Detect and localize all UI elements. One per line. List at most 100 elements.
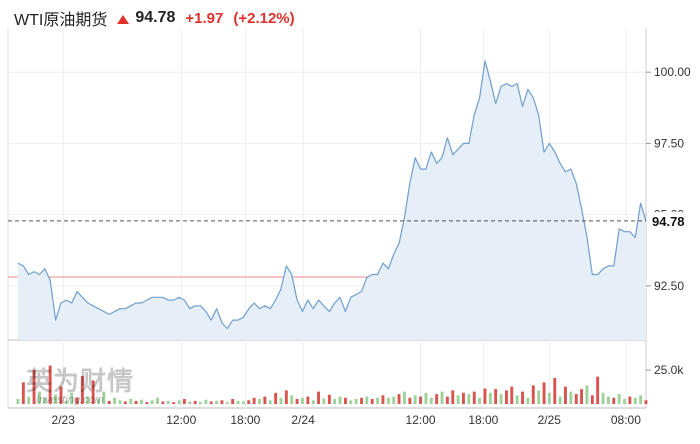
- volume-bar: [156, 397, 159, 404]
- volume-bar: [494, 389, 498, 404]
- price-line: [17, 60, 647, 330]
- up-arrow-icon: [117, 14, 130, 24]
- price-change-percent: (+2.12%): [233, 9, 295, 27]
- volume-bar: [381, 395, 385, 404]
- volume-bar: [166, 400, 170, 404]
- volume-bar: [472, 391, 476, 404]
- volume-bar: [199, 402, 202, 404]
- volume-bar: [21, 382, 25, 404]
- watermark-logo: 英为财情: [26, 366, 135, 396]
- volume-bar: [91, 380, 95, 404]
- volume-bar: [258, 399, 261, 404]
- volume-bar: [349, 400, 353, 404]
- volume-bar: [488, 392, 492, 404]
- volume-bar: [113, 397, 117, 404]
- volume-bar: [542, 382, 546, 404]
- volume-bar: [231, 399, 235, 404]
- volume-bar: [397, 394, 401, 404]
- volume-bar: [617, 394, 621, 404]
- volume-bar: [553, 378, 557, 404]
- volume-bar: [537, 390, 541, 404]
- volume-bar: [59, 386, 63, 404]
- volume-bar: [311, 400, 315, 404]
- volume-bar: [188, 401, 192, 404]
- volume-bar: [344, 397, 347, 404]
- volume-bar: [526, 397, 530, 404]
- volume-bar: [290, 395, 294, 404]
- volume-bar: [295, 399, 299, 404]
- volume-bar: [515, 395, 519, 404]
- volume-bar: [607, 396, 610, 404]
- volume-bar: [413, 395, 417, 404]
- volume-bar: [558, 396, 562, 404]
- volume-bar: [215, 400, 218, 404]
- volume-bar: [145, 402, 149, 404]
- x-tick-label: 2/23: [52, 413, 76, 427]
- volume-bar: [467, 394, 471, 404]
- volume-bar: [172, 402, 176, 404]
- watermark-sub: Investing.com: [36, 394, 104, 406]
- volume-bar: [301, 397, 304, 404]
- volume-bar: [204, 399, 208, 404]
- x-tick-label: 12:00: [166, 413, 196, 427]
- current-price-box: [647, 211, 691, 230]
- volume-bar: [236, 400, 240, 404]
- volume-bar: [327, 394, 331, 404]
- volume-bar: [633, 397, 637, 404]
- volume-bar: [445, 396, 449, 404]
- volume-bar: [483, 388, 487, 404]
- volume-bar: [263, 396, 267, 404]
- volume-bar: [392, 396, 396, 404]
- volume-bar: [107, 400, 111, 404]
- volume-bar: [424, 392, 428, 404]
- volume-bar: [129, 399, 133, 404]
- volume-bar: [43, 397, 47, 404]
- last-price: 94.78: [135, 9, 176, 26]
- volume-bar: [580, 389, 583, 404]
- volume-bar: [54, 394, 57, 404]
- volume-bar: [80, 376, 84, 404]
- volume-bar: [521, 391, 524, 404]
- x-tick-label: 2/24: [291, 413, 315, 427]
- volume-bar: [639, 395, 643, 404]
- x-tick-label: 12:00: [406, 413, 436, 427]
- y-tick-label: 92.50: [654, 279, 684, 293]
- instrument-name[interactable]: WTI原油期货: [14, 12, 108, 29]
- volume-bar: [86, 396, 90, 404]
- volume-bar: [16, 399, 20, 404]
- x-tick-label: 2/25: [538, 413, 562, 427]
- volume-bar: [596, 376, 600, 404]
- volume-bar: [102, 391, 106, 404]
- volume-bar: [75, 397, 79, 404]
- volume-bar: [365, 396, 369, 404]
- volume-bar: [317, 391, 320, 404]
- volume-bar: [161, 401, 165, 404]
- volume-bar: [505, 390, 508, 404]
- volume-bar: [547, 392, 551, 404]
- volume-tick-label: 25.0k: [654, 363, 684, 377]
- volume-bar: [456, 395, 460, 404]
- volume-bar: [268, 400, 272, 404]
- y-tick-label: 97.50: [654, 136, 684, 150]
- volume-bar: [38, 391, 41, 404]
- volume-bar: [274, 392, 278, 404]
- volume-bar: [386, 397, 390, 404]
- volume-bar: [440, 391, 444, 404]
- volume-bar: [644, 400, 648, 404]
- volume-bar: [177, 400, 181, 404]
- volume-bar: [140, 399, 143, 404]
- volume-bar: [64, 400, 68, 404]
- volume-bar: [585, 385, 589, 404]
- volume-bar: [333, 399, 337, 404]
- volume-bar: [220, 400, 224, 404]
- volume-bar: [247, 400, 251, 404]
- volume-bar: [209, 401, 213, 404]
- volume-bar: [408, 397, 412, 404]
- volume-bar: [462, 392, 465, 404]
- volume-bar: [370, 399, 374, 404]
- volume-bar: [569, 391, 573, 404]
- volume-bar: [478, 397, 481, 404]
- x-tick-label: 18:00: [468, 413, 498, 427]
- volume-bar: [590, 395, 594, 404]
